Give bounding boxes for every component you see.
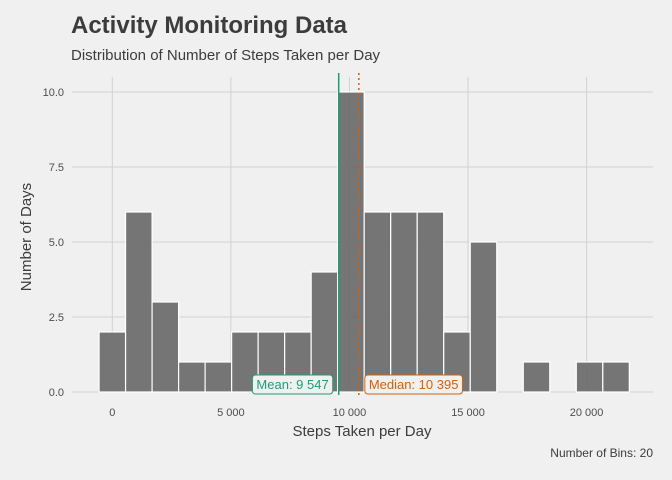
histogram-bars bbox=[98, 91, 630, 393]
x-tick-label: 15 000 bbox=[451, 407, 485, 419]
x-tick-label: 5 000 bbox=[217, 407, 245, 419]
mean-label-box bbox=[251, 374, 334, 395]
y-tick-label: 0.0 bbox=[49, 387, 64, 399]
x-tick-label: 10 000 bbox=[333, 407, 367, 419]
histogram-bar bbox=[124, 211, 153, 393]
histogram-bar bbox=[390, 211, 418, 393]
histogram-bar bbox=[151, 301, 180, 393]
bins-caption: Number of Bins: 20 bbox=[550, 446, 653, 460]
histogram-bar bbox=[363, 211, 392, 393]
reference-labels: Mean: 9 547 Median: 10 395 bbox=[251, 374, 463, 395]
chart-subtitle: Distribution of Number of Steps Taken pe… bbox=[71, 47, 381, 64]
histogram-bar bbox=[416, 211, 445, 393]
x-tick-label: 0 bbox=[109, 407, 115, 419]
x-tick-label: 20 000 bbox=[570, 407, 604, 419]
y-tick-label: 7.5 bbox=[49, 162, 64, 174]
y-tick-label: 5.0 bbox=[49, 237, 64, 249]
histogram-bar bbox=[602, 361, 630, 393]
histogram-bar bbox=[310, 271, 339, 393]
histogram-bar bbox=[575, 361, 604, 393]
chart-title: Activity Monitoring Data bbox=[71, 12, 348, 39]
axis-ticks: 0.0 2.5 5.0 7.5 10.0 0 5 000 10 000 15 000 20 000 bbox=[43, 87, 604, 419]
histogram-bar bbox=[337, 91, 365, 393]
reference-lines bbox=[337, 73, 360, 395]
y-tick-label: 2.5 bbox=[49, 312, 64, 324]
histogram-bar bbox=[522, 361, 551, 393]
histogram-bar bbox=[469, 241, 498, 393]
median-label: Median: 10 395 bbox=[369, 377, 459, 392]
histogram-bar bbox=[204, 361, 233, 393]
histogram-bar bbox=[98, 331, 127, 393]
y-axis-title: Number of Days bbox=[18, 183, 35, 291]
mean-label: Mean: 9 547 bbox=[256, 377, 328, 392]
histogram-bar bbox=[177, 361, 206, 393]
y-tick-label: 10.0 bbox=[43, 87, 64, 99]
median-label-box bbox=[364, 374, 463, 395]
x-axis-title: Steps Taken per Day bbox=[293, 423, 432, 440]
